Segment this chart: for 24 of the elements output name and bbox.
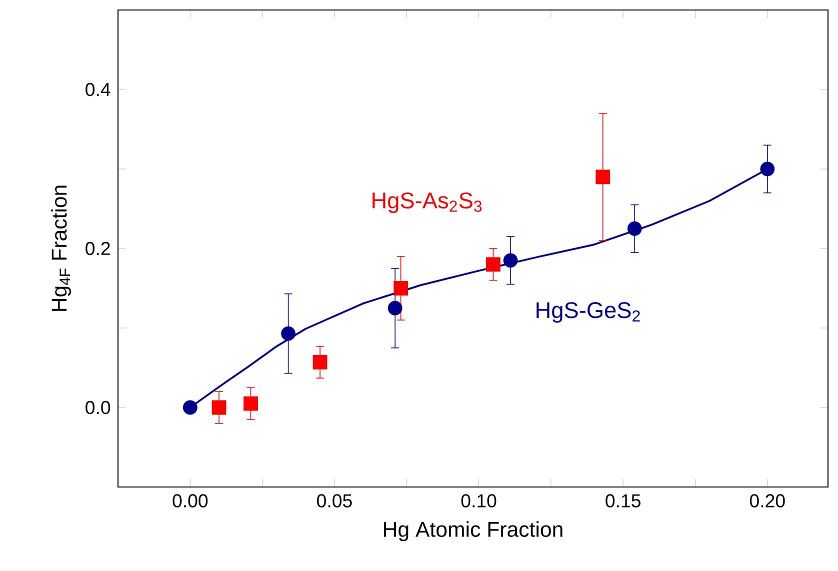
x-tick-label: 0.10 (461, 494, 496, 508)
x-axis-title: Hg Atomic Fraction (384, 521, 562, 542)
x-tick-label: 0.05 (317, 494, 352, 508)
x-tick-label: 0.15 (606, 494, 640, 508)
y-tick-label: 0.2 (86, 242, 110, 256)
point (182, 400, 198, 415)
point (312, 354, 328, 370)
point (394, 281, 408, 296)
point (281, 326, 296, 341)
x-tick-label: 0.00 (172, 494, 208, 508)
point (244, 396, 258, 411)
y-axis-title: Hg$_{4F}$ Fraction (51, 186, 71, 311)
point (627, 221, 642, 236)
point (486, 257, 500, 272)
point (596, 170, 610, 184)
x-tick-label: 0.20 (750, 494, 785, 508)
point (212, 400, 226, 415)
series-label: HgS-GeS$_{2}$ (536, 302, 640, 323)
y-tick-label: 0.0 (86, 400, 110, 414)
y-tick-label: 0.4 (86, 82, 110, 96)
point (503, 253, 518, 268)
point (760, 162, 775, 176)
point (388, 300, 402, 316)
series-label: HgS-As$_{2}$S$_{3}$ (372, 192, 482, 213)
